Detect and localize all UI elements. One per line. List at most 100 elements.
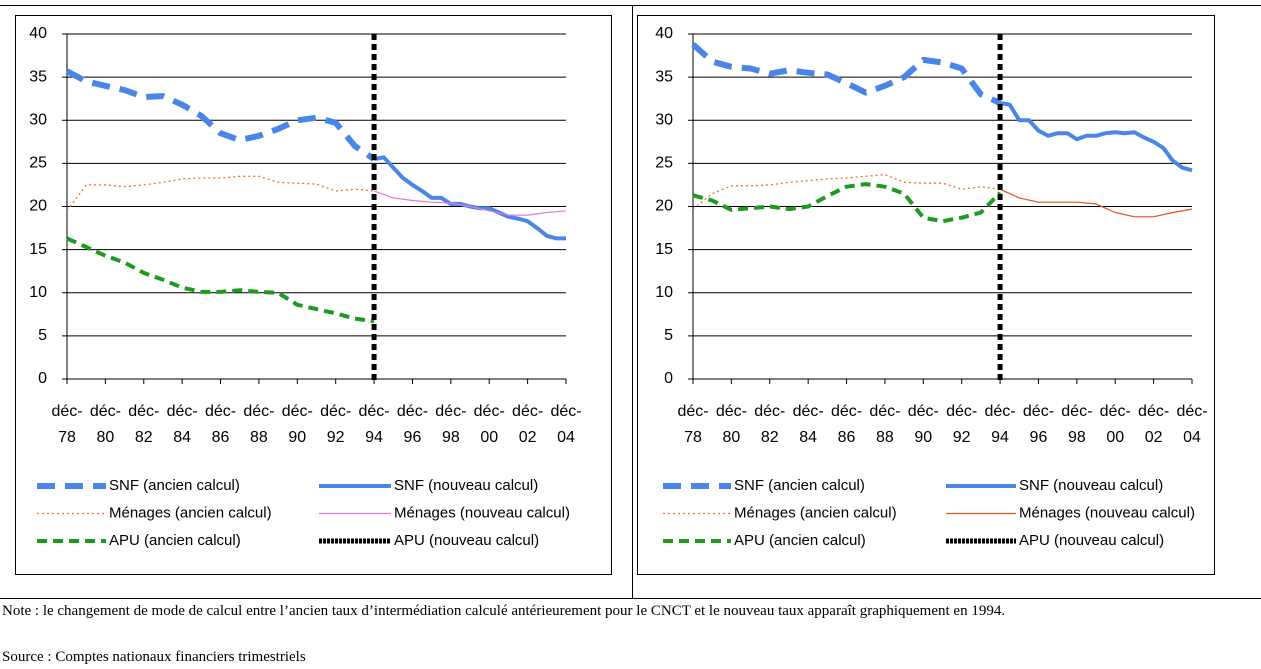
- x-tick-label: déc-84: [792, 403, 824, 446]
- series-line: [690, 42, 1002, 106]
- x-tick-label-box: déc-00: [1099, 403, 1131, 446]
- rule: [0, 598, 1261, 599]
- x-tick-label: déc-02: [1138, 403, 1170, 446]
- legend-label: Ménages (ancien calcul): [734, 504, 897, 521]
- legend-label: Ménages (ancien calcul): [109, 504, 272, 521]
- x-tick-label-box: déc-78: [51, 403, 83, 446]
- x-tick-label: déc-82: [754, 403, 786, 446]
- source: Source : Comptes nationaux financiers tr…: [2, 649, 306, 665]
- legend-label: Ménages (nouveau calcul): [394, 504, 570, 521]
- series-line: [66, 175, 375, 212]
- x-tick-label: déc-00: [1099, 403, 1131, 446]
- series-line: [692, 173, 1001, 210]
- y-tick-label: 15: [29, 241, 47, 258]
- series-line: [66, 236, 375, 324]
- y-tick-label: 5: [664, 327, 673, 344]
- y-tick-label: 10: [655, 284, 673, 301]
- legend-label: SNF (ancien calcul): [734, 477, 865, 494]
- x-tick-label: déc-02: [512, 403, 544, 446]
- legend-label: Ménages (nouveau calcul): [1019, 504, 1195, 521]
- x-tick-label-box: déc-96: [1022, 403, 1055, 446]
- x-tick-label-box: déc-82: [128, 403, 159, 446]
- y-tick-label: 0: [664, 370, 673, 387]
- x-tick-label: déc-90: [907, 403, 939, 446]
- y-tick-label: 25: [655, 155, 673, 172]
- legend-label: SNF (nouveau calcul): [394, 477, 538, 494]
- x-tick-label-box: déc-98: [1061, 403, 1093, 446]
- x-tick-label: déc-86: [830, 403, 863, 446]
- y-tick-label: 5: [38, 327, 47, 344]
- x-tick-label-box: déc-84: [166, 403, 198, 446]
- x-tick-label-box: déc-00: [473, 403, 505, 446]
- x-tick-label-box: déc-98: [435, 403, 467, 446]
- x-tick-label-box: déc-04: [1176, 403, 1208, 446]
- legend-label: SNF (ancien calcul): [109, 477, 240, 494]
- x-tick-label-box: déc-78: [677, 403, 709, 446]
- x-tick-label-box: déc-92: [320, 403, 352, 446]
- x-tick-label-box: déc-90: [907, 403, 939, 446]
- x-tick-label: déc-96: [1022, 403, 1055, 446]
- legend-label: SNF (nouveau calcul): [1019, 477, 1163, 494]
- series-line: [373, 190, 567, 216]
- y-tick-label: 30: [655, 111, 673, 128]
- x-tick-label-box: déc-80: [715, 403, 747, 446]
- chart: 0 5 10 15 20 25 30 35 40 déc-78déc-80déc-82déc-84…: [15, 15, 612, 575]
- x-tick-label: déc-84: [166, 403, 198, 446]
- series-line: [999, 188, 1193, 218]
- x-tick-label-box: déc-86: [830, 403, 863, 446]
- y-tick-label: 20: [29, 198, 47, 215]
- y-tick-label: 40: [29, 25, 47, 42]
- x-tick-label-box: déc-96: [396, 403, 429, 446]
- y-tick-label: 0: [38, 370, 47, 387]
- series-line: [692, 182, 1002, 224]
- x-tick-label: déc-92: [320, 403, 352, 446]
- x-tick-label-box: déc-92: [946, 403, 978, 446]
- y-tick-label: 20: [655, 198, 673, 215]
- y-tick-label: 25: [29, 155, 47, 172]
- legend-label: APU (nouveau calcul): [1019, 532, 1164, 549]
- x-tick-label-box: déc-88: [869, 403, 901, 446]
- x-tick-label: déc-88: [243, 403, 275, 446]
- x-tick-label-box: déc-94: [984, 403, 1016, 446]
- x-tick-label: déc-94: [984, 403, 1016, 446]
- x-tick-label-box: déc-82: [754, 403, 786, 446]
- series-line: [65, 68, 376, 162]
- x-tick-label-box: déc-94: [358, 403, 390, 446]
- series-line: [999, 101, 1193, 173]
- x-tick-label: déc-78: [51, 403, 83, 446]
- x-tick-label-box: déc-84: [792, 403, 824, 446]
- chart: 0 5 10 15 20 25 30 35 40 déc-78déc-80déc-82déc-84…: [637, 15, 1215, 575]
- note: Note : le changement de mode de calcul e…: [2, 603, 1006, 619]
- x-tick-label: déc-78: [677, 403, 709, 446]
- x-tick-label: déc-92: [946, 403, 978, 446]
- x-tick-label: déc-86: [204, 403, 237, 446]
- x-tick-label: déc-88: [869, 403, 901, 446]
- x-tick-label: déc-96: [396, 403, 429, 446]
- y-tick-label: 35: [29, 68, 47, 85]
- x-tick-label: déc-80: [89, 403, 121, 446]
- x-tick-label-box: déc-80: [89, 403, 121, 446]
- x-tick-label: déc-00: [473, 403, 505, 446]
- y-tick-label: 40: [655, 25, 673, 42]
- x-tick-label: déc-80: [715, 403, 747, 446]
- x-tick-label-box: déc-88: [243, 403, 275, 446]
- x-tick-label: déc-90: [281, 403, 313, 446]
- y-tick-label: 30: [29, 111, 47, 128]
- x-tick-label: déc-98: [1061, 403, 1093, 446]
- x-tick-label-box: déc-90: [281, 403, 313, 446]
- x-tick-label-box: déc-04: [550, 403, 581, 446]
- x-tick-label: déc-94: [358, 403, 390, 446]
- y-tick-label: 15: [655, 241, 673, 258]
- legend-label: APU (nouveau calcul): [394, 532, 539, 549]
- series-line: [373, 155, 566, 241]
- x-tick-label-box: déc-02: [512, 403, 544, 446]
- legend-label: APU (ancien calcul): [734, 532, 866, 549]
- x-tick-label-box: déc-02: [1138, 403, 1170, 446]
- divider: [632, 5, 633, 598]
- x-tick-label-box: déc-86: [204, 403, 237, 446]
- rule: [0, 5, 1261, 6]
- x-tick-label: déc-98: [435, 403, 467, 446]
- x-tick-label: déc-04: [1176, 403, 1208, 446]
- y-tick-label: 35: [655, 68, 673, 85]
